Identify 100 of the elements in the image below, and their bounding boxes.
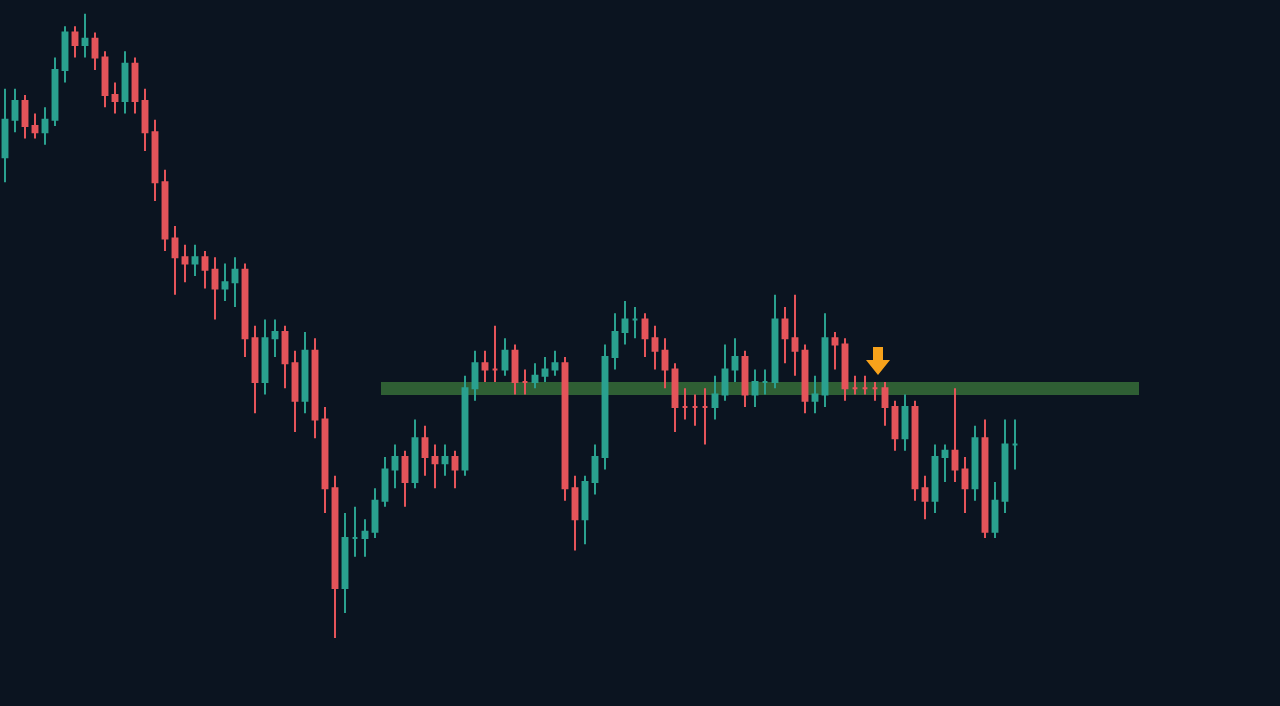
candlestick	[961, 455, 969, 515]
candlestick	[181, 243, 189, 284]
candlestick	[431, 443, 439, 490]
candlestick	[801, 343, 809, 415]
candlestick	[901, 393, 909, 452]
candlestick	[511, 343, 519, 396]
candlestick	[11, 87, 19, 134]
candlestick	[691, 393, 699, 427]
candlestick	[121, 50, 129, 115]
candlestick	[951, 387, 959, 483]
candlestick	[831, 331, 839, 371]
candlestick	[161, 168, 169, 252]
candlestick	[241, 262, 249, 359]
candlestick	[971, 424, 979, 502]
candlestick	[41, 106, 49, 146]
candlestick	[31, 112, 39, 140]
candlestick	[891, 399, 899, 452]
candlestick	[391, 443, 399, 490]
candlestick	[731, 337, 739, 384]
candlestick	[591, 443, 599, 496]
candlestick	[821, 312, 829, 408]
candlestick	[911, 399, 919, 502]
candlestick	[861, 374, 869, 396]
candlestick	[151, 118, 159, 202]
candlestick	[341, 512, 349, 614]
candlestick	[811, 374, 819, 415]
candlestick	[921, 474, 929, 521]
candlestick	[221, 262, 229, 302]
candlestick	[71, 25, 79, 59]
candlestick	[111, 81, 119, 115]
candlestick	[331, 474, 339, 639]
candlestick	[681, 387, 689, 421]
candlestick	[461, 374, 469, 477]
candlestick	[281, 324, 289, 390]
candlestick	[131, 56, 139, 115]
candlestick	[291, 349, 299, 433]
candlestick	[651, 324, 659, 371]
candlestick	[301, 331, 309, 415]
candlestick	[871, 381, 879, 402]
candlestick	[81, 12, 89, 59]
candlestick	[311, 337, 319, 440]
candlestick	[271, 318, 279, 359]
candlestick	[451, 449, 459, 490]
candlestick	[441, 443, 449, 477]
candlestick	[581, 474, 589, 546]
candlestick	[251, 324, 259, 415]
candlestick	[741, 349, 749, 408]
candlestick	[411, 418, 419, 490]
candlestick	[101, 50, 109, 109]
candlestick	[781, 306, 789, 365]
candlestick	[881, 381, 889, 427]
candlestick	[191, 243, 199, 277]
candlestick	[631, 306, 639, 340]
candlestick	[51, 56, 59, 128]
candlestick	[21, 93, 29, 140]
candlestick	[381, 455, 389, 508]
candlestick	[641, 312, 649, 359]
candlestick	[531, 362, 539, 390]
candlestick	[701, 387, 709, 446]
candlestick	[351, 505, 359, 558]
candlestick	[91, 31, 99, 71]
candlestick	[521, 368, 529, 396]
candlestick	[931, 443, 939, 515]
candlestick	[61, 25, 69, 84]
candlestick	[611, 312, 619, 371]
candlestick	[571, 474, 579, 552]
candlestick	[1011, 418, 1019, 471]
candlestick	[771, 293, 779, 390]
candlestick	[851, 374, 859, 396]
candlestick	[421, 424, 429, 477]
candlestick	[751, 368, 759, 408]
candlestick	[361, 518, 369, 558]
candlestick	[791, 293, 799, 377]
candlestick	[551, 349, 559, 377]
candlestick	[711, 374, 719, 421]
candlestick	[321, 406, 329, 515]
candlestick	[141, 87, 149, 153]
candlestick	[211, 256, 219, 321]
candlestick	[261, 318, 269, 396]
candlestick	[601, 343, 609, 471]
candlestick	[661, 337, 669, 390]
candlestick	[761, 368, 769, 396]
candlestick	[401, 449, 409, 508]
candlestick	[671, 362, 679, 433]
candlestick	[991, 480, 999, 540]
candlestick	[201, 249, 209, 290]
candlestick	[371, 487, 379, 540]
candlestick	[721, 343, 729, 402]
candlestick	[621, 299, 629, 346]
candlestick	[501, 337, 509, 377]
candlestick	[171, 224, 179, 296]
candlestick	[481, 349, 489, 384]
candlestick	[541, 356, 549, 384]
candlestick	[1, 87, 9, 184]
candlestick	[841, 337, 849, 402]
candlestick	[1001, 418, 1009, 515]
candlestick	[981, 418, 989, 540]
candlestick	[941, 443, 949, 483]
candlestick	[491, 324, 499, 384]
candlestick	[231, 256, 239, 309]
